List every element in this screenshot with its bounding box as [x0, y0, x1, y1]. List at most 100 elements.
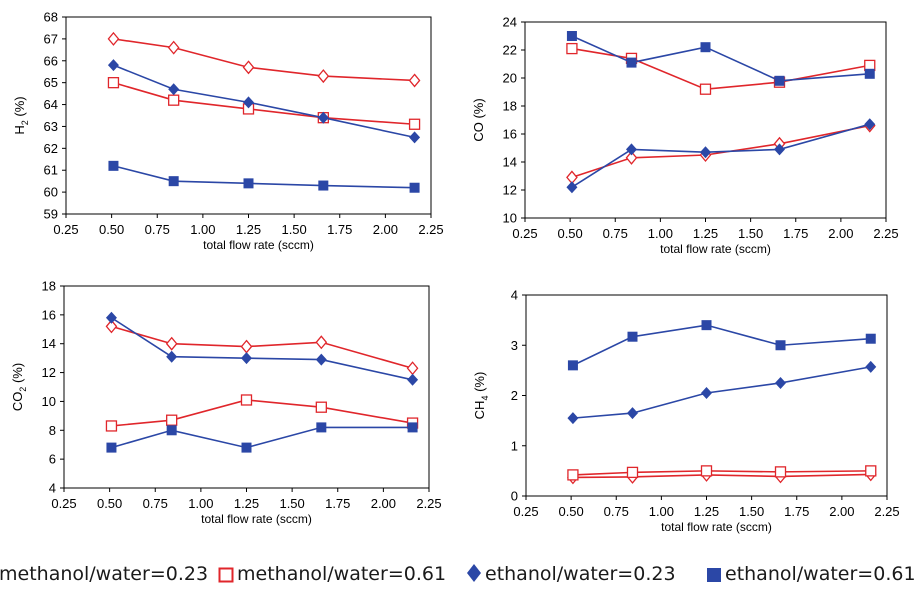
- x-tick-label: 1.75: [325, 496, 350, 511]
- x-tick-label: 0.75: [603, 226, 628, 241]
- data-point: [107, 31, 120, 46]
- x-tick-label: 0.25: [53, 222, 78, 237]
- series-square-filled: [566, 31, 875, 86]
- x-axis-label: total flow rate (sccm): [661, 520, 772, 534]
- data-point: [165, 336, 178, 351]
- y-axis-label: H2 (%): [12, 96, 30, 134]
- x-tick-label: 0.50: [99, 222, 124, 237]
- data-point: [701, 386, 712, 399]
- x-tick-label: 1.00: [190, 222, 215, 237]
- data-point: [108, 160, 119, 171]
- y-tick-label: 12: [42, 365, 56, 380]
- data-point: [409, 131, 421, 144]
- y-tick-label: 18: [503, 99, 517, 114]
- y-tick-label: 59: [44, 207, 58, 222]
- y-tick-label: 2: [511, 388, 518, 403]
- data-point: [316, 422, 327, 433]
- series-line: [113, 81, 415, 126]
- chart-panel-co: 10 12 14 16 18 20 22 24 0.25 0.50 0.75 1.00 1.25 1.50…: [471, 15, 899, 257]
- data-point: [865, 333, 876, 344]
- x-tick-label: 1.25: [234, 496, 259, 511]
- y-tick-label: 67: [44, 31, 58, 46]
- y-tick-label: 12: [503, 183, 517, 198]
- data-point: [315, 335, 328, 350]
- series-square-filled: [108, 160, 420, 193]
- legend-label-methanol-023: methanol/water=0.23: [0, 563, 209, 585]
- data-point: [567, 412, 579, 425]
- y-tick-label: 18: [42, 279, 56, 294]
- y-tick-label: 4: [49, 481, 56, 496]
- series-diamond-filled: [566, 118, 876, 194]
- y-tick-label: 22: [503, 43, 517, 58]
- data-point: [107, 59, 119, 72]
- data-point: [701, 320, 712, 331]
- x-axis-label: total flow rate (sccm): [203, 238, 314, 252]
- x-tick-label: 1.50: [279, 496, 304, 511]
- x-tick-label: 1.50: [739, 504, 764, 519]
- x-tick-label: 1.00: [649, 504, 674, 519]
- y-tick-label: 1: [511, 438, 518, 453]
- data-point: [168, 94, 180, 106]
- data-point: [566, 42, 578, 55]
- legend: methanol/water=0.23 methanol/water=0.61 …: [0, 562, 921, 588]
- x-tick-label: 1.00: [648, 226, 673, 241]
- y-axis-label: CH4 (%): [472, 372, 490, 420]
- y-tick-label: 10: [503, 211, 517, 226]
- data-point: [241, 352, 252, 365]
- y-tick-label: 63: [44, 119, 58, 134]
- legend-item-ethanol-023: ethanol/water=0.23: [466, 562, 676, 586]
- data-point: [315, 353, 327, 366]
- x-tick-label: 0.50: [97, 496, 122, 511]
- data-point: [865, 360, 877, 373]
- x-tick-label: 1.25: [693, 226, 718, 241]
- y-tick-label: 10: [42, 394, 56, 409]
- series-square-filled: [106, 422, 418, 453]
- series-square-open: [107, 77, 421, 130]
- data-point: [700, 42, 711, 53]
- data-point: [567, 469, 579, 481]
- series-line: [572, 470, 871, 476]
- data-point: [774, 75, 785, 86]
- x-tick-label: 0.25: [51, 496, 76, 511]
- x-axis-label: total flow rate (sccm): [201, 512, 312, 526]
- x-tick-label: 0.75: [604, 504, 629, 519]
- series-square-filled: [567, 320, 876, 371]
- y-tick-label: 65: [44, 75, 58, 90]
- x-tick-label: 0.50: [558, 504, 583, 519]
- y-tick-label: 8: [49, 423, 56, 438]
- data-point: [627, 331, 638, 342]
- data-point: [864, 68, 875, 79]
- chart-panel-h2: 59 60 61 62 63 64 65 66 67 68 0.25 0.50 0.75 1.00 1.25…: [12, 10, 444, 253]
- data-point: [626, 57, 637, 68]
- y-tick-label: 16: [42, 307, 56, 322]
- data-point: [407, 373, 419, 386]
- y-tick-label: 68: [44, 10, 58, 25]
- x-tick-label: 2.25: [873, 226, 898, 241]
- x-tick-label: 2.25: [418, 222, 443, 237]
- data-point: [243, 96, 254, 109]
- data-point: [625, 150, 638, 165]
- series-line: [572, 324, 871, 367]
- x-tick-label: 2.00: [373, 222, 398, 237]
- x-tick-label: 2.00: [829, 504, 854, 519]
- data-point: [105, 420, 118, 432]
- series-square-open: [105, 394, 419, 432]
- data-point: [566, 181, 578, 194]
- data-point: [241, 442, 252, 453]
- x-tick-label: 0.25: [513, 504, 538, 519]
- y-tick-label: 62: [44, 141, 58, 156]
- data-point: [700, 465, 713, 477]
- y-tick-label: 61: [44, 163, 58, 178]
- legend-label-methanol-061: methanol/water=0.61: [237, 563, 447, 585]
- y-axis-label: CO (%): [471, 98, 486, 141]
- legend-item-ethanol-061: ethanol/water=0.61: [706, 562, 916, 586]
- y-tick-label: 4: [511, 288, 518, 303]
- data-point: [566, 31, 577, 41]
- data-point: [168, 83, 180, 96]
- x-tick-label: 1.50: [281, 222, 306, 237]
- data-point: [409, 182, 420, 193]
- x-tick-label: 2.00: [828, 226, 853, 241]
- chart-panel-ch4: 0 1 2 3 4 0.25 0.50 0.75 1.00 1.25 1.50 1.75 2.00 2.2…: [472, 288, 900, 535]
- data-point: [317, 111, 329, 124]
